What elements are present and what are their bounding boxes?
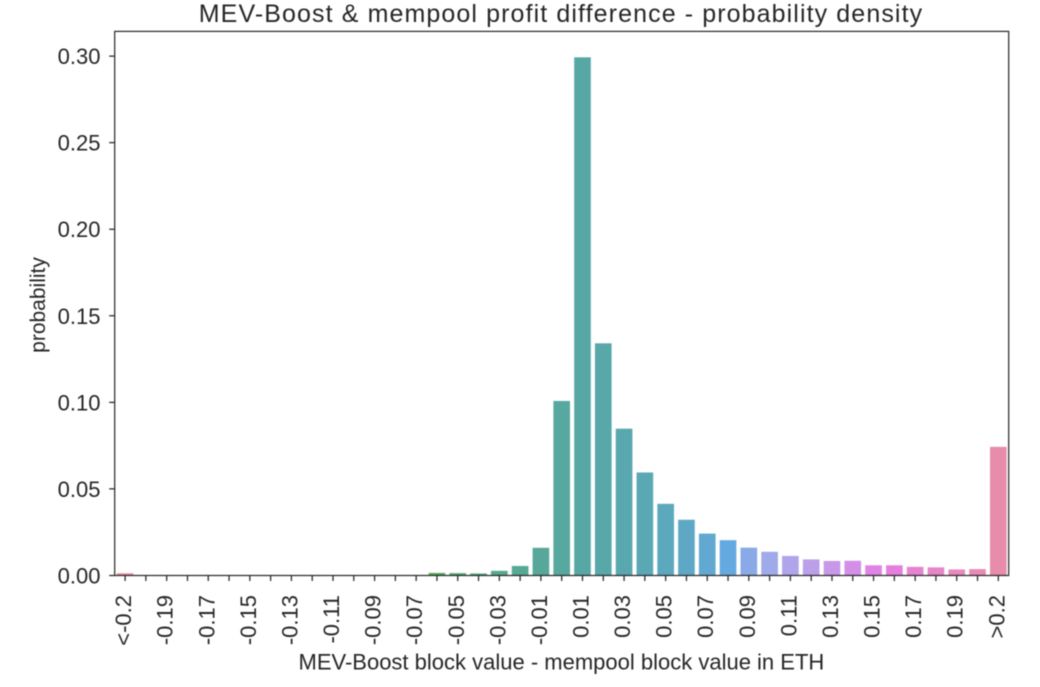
svg-text:probability: probability — [27, 257, 50, 353]
svg-text:0.20: 0.20 — [58, 217, 101, 242]
svg-text:<-0.2: <-0.2 — [111, 595, 136, 646]
svg-text:-0.15: -0.15 — [236, 595, 261, 645]
svg-text:-0.13: -0.13 — [277, 595, 302, 645]
svg-text:MEV-Boost block value - mempoo: MEV-Boost block value - mempool block va… — [299, 650, 825, 675]
svg-text:MEV-Boost & mempool profit dif: MEV-Boost & mempool profit difference - … — [199, 0, 923, 28]
svg-text:0.15: 0.15 — [58, 304, 101, 329]
svg-text:-0.17: -0.17 — [194, 595, 219, 645]
svg-text:0.05: 0.05 — [58, 477, 101, 502]
svg-text:-0.07: -0.07 — [402, 595, 427, 645]
svg-text:0.07: 0.07 — [693, 595, 718, 638]
svg-text:0.11: 0.11 — [776, 595, 801, 636]
svg-text:-0.01: -0.01 — [527, 595, 552, 645]
svg-text:0.13: 0.13 — [818, 595, 843, 638]
svg-text:-0.19: -0.19 — [153, 595, 178, 645]
svg-text:0.17: 0.17 — [901, 595, 926, 638]
svg-text:0.09: 0.09 — [735, 595, 760, 638]
svg-text:0.10: 0.10 — [58, 390, 101, 415]
svg-text:0.30: 0.30 — [58, 44, 101, 69]
svg-text:-0.05: -0.05 — [444, 595, 469, 645]
svg-text:-0.09: -0.09 — [361, 595, 386, 645]
svg-text:0.19: 0.19 — [943, 595, 968, 638]
svg-text:-0.03: -0.03 — [485, 595, 510, 645]
svg-text:0.00: 0.00 — [58, 564, 101, 589]
svg-text:0.01: 0.01 — [568, 595, 593, 638]
svg-text:0.15: 0.15 — [860, 595, 885, 638]
svg-text:0.03: 0.03 — [610, 595, 635, 638]
svg-text:0.05: 0.05 — [652, 595, 677, 638]
svg-text:0.25: 0.25 — [58, 131, 101, 156]
svg-text:-0.11: -0.11 — [319, 595, 344, 644]
svg-text:>0.2: >0.2 — [984, 595, 1009, 638]
